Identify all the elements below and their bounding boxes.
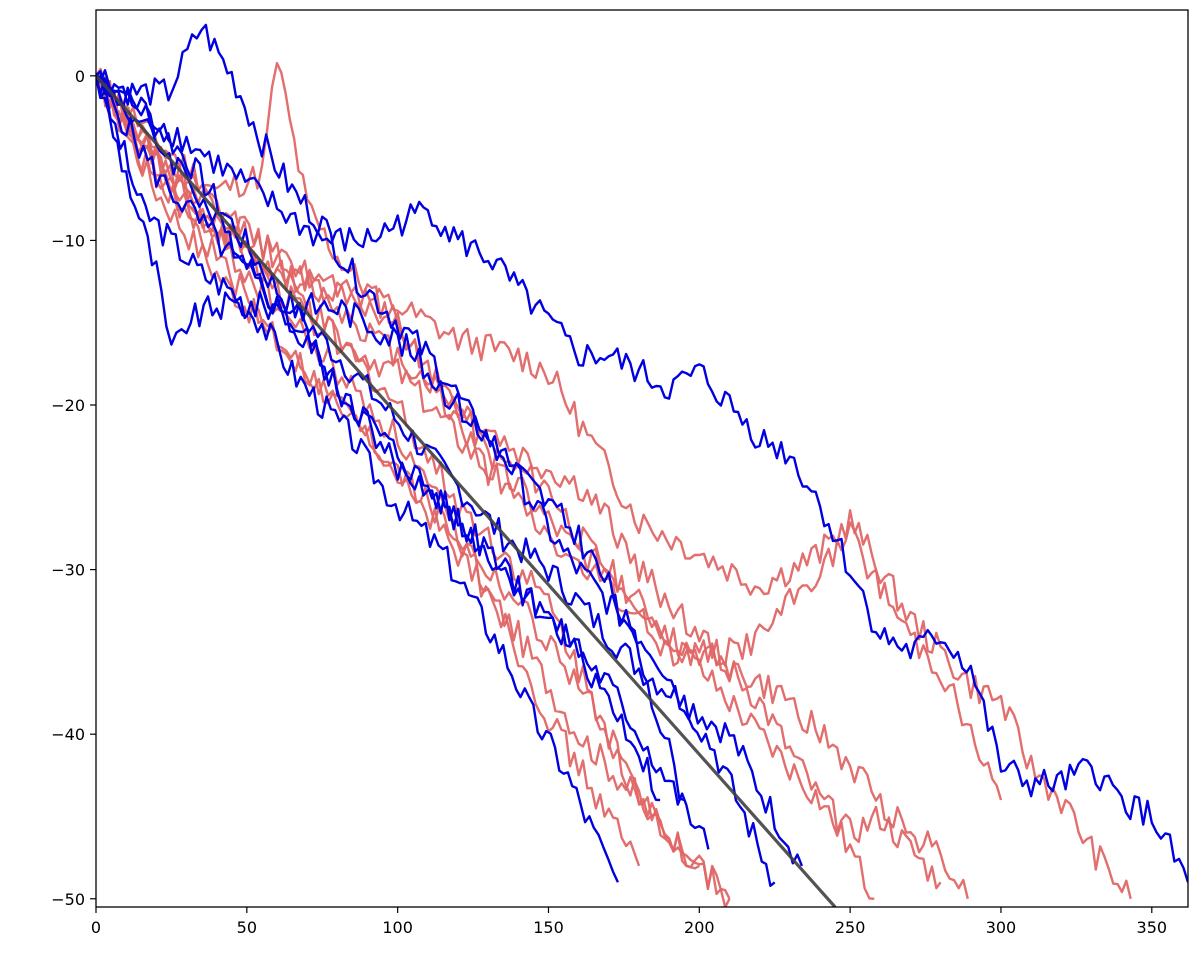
series-line-blue-0 <box>96 75 619 883</box>
series-line-red-9 <box>96 73 969 900</box>
x-tick-label: 0 <box>91 918 101 937</box>
y-tick-label: −20 <box>51 396 85 415</box>
y-tick-label: −50 <box>51 890 85 909</box>
series-line-red-10 <box>96 74 1132 900</box>
series-line-blue-3 <box>96 23 776 887</box>
series-line-blue-2 <box>96 70 710 850</box>
x-tick-label: 350 <box>1137 918 1168 937</box>
y-axis-ticks: 0 −10 −20 −30 −40 −50 <box>51 67 96 909</box>
x-tick-label: 100 <box>382 918 413 937</box>
series-line-red-12 <box>96 75 1003 801</box>
x-tick-label: 200 <box>684 918 715 937</box>
x-tick-label: 250 <box>835 918 866 937</box>
x-tick-label: 150 <box>533 918 564 937</box>
series-line-red-11 <box>96 75 942 890</box>
x-tick-label: 50 <box>237 918 257 937</box>
trend-line <box>96 74 837 907</box>
series-line-red-14 <box>96 71 700 870</box>
x-tick-label: 300 <box>986 918 1017 937</box>
plot-frame <box>95 9 1189 908</box>
series-line-red-8 <box>96 61 875 900</box>
series-line-blue-4 <box>96 74 804 867</box>
y-tick-label: −40 <box>51 725 85 744</box>
series-line-blue-1 <box>96 75 661 802</box>
x-axis-ticks: 0 50 100 150 200 250 300 350 <box>91 907 1167 937</box>
y-tick-label: −10 <box>51 231 85 250</box>
y-tick-label: 0 <box>75 67 85 86</box>
series-line-red-15 <box>96 74 641 867</box>
series-layer <box>96 23 1188 907</box>
y-tick-label: −30 <box>51 561 85 580</box>
trend-layer <box>96 74 837 907</box>
series-line-blue-5 <box>96 69 1188 883</box>
series-line-blue-6 <box>96 75 685 802</box>
